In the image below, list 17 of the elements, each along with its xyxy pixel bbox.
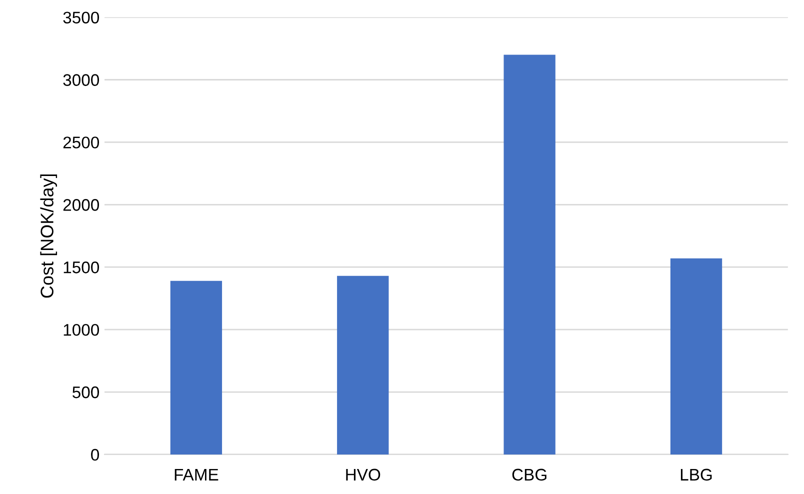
bar bbox=[504, 54, 556, 454]
bar bbox=[670, 258, 722, 454]
bar bbox=[170, 280, 222, 454]
y-tick-label: 1000 bbox=[64, 324, 100, 336]
y-tick-label: 2000 bbox=[63, 199, 100, 211]
x-tick-label: HVO bbox=[346, 468, 380, 481]
y-tick-label: 1500 bbox=[64, 262, 100, 274]
y-axis-title: Cost [NOK/day] bbox=[40, 174, 58, 298]
x-tick-label: LBG bbox=[680, 468, 712, 481]
x-tick-label: CBG bbox=[512, 468, 546, 481]
y-tick-label: 3000 bbox=[63, 74, 100, 86]
y-tick-label: 500 bbox=[72, 386, 100, 398]
y-tick-label: 0 bbox=[91, 448, 100, 461]
y-tick-label: 3500 bbox=[63, 12, 100, 24]
bar bbox=[337, 276, 389, 454]
x-tick-label: FAME bbox=[174, 468, 218, 480]
y-tick-label: 2500 bbox=[63, 136, 100, 148]
